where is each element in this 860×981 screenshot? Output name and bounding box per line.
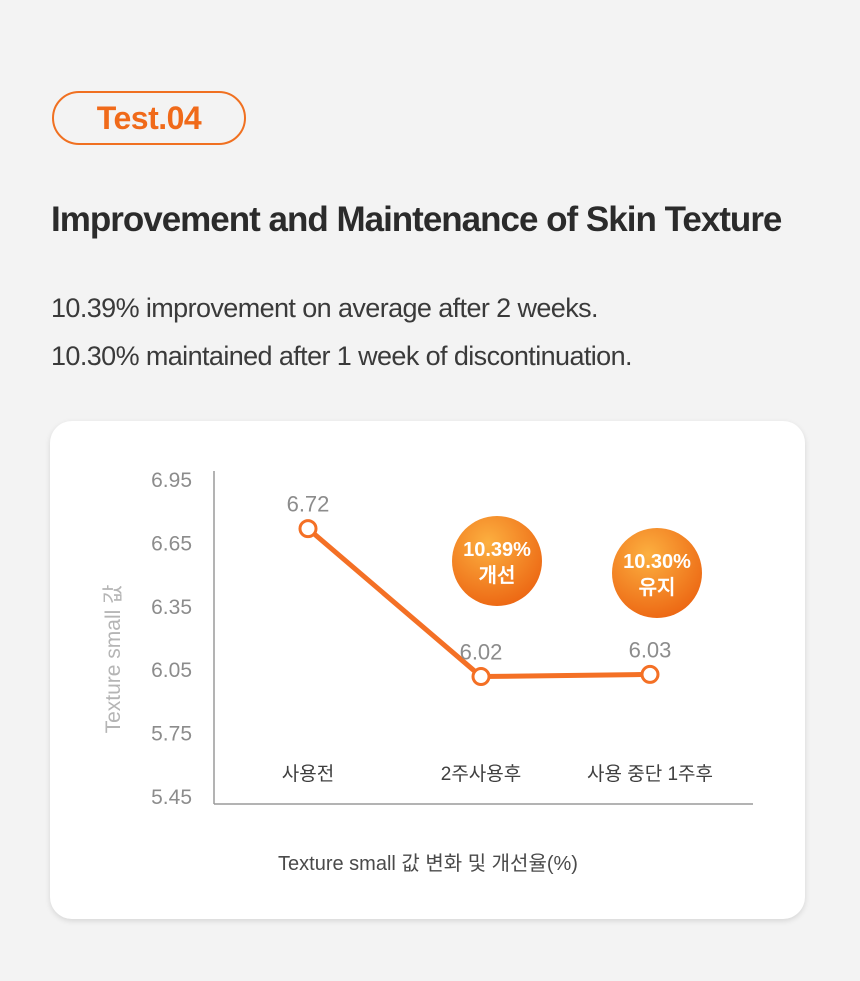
data-label: 6.72 [287,492,330,517]
line-chart: Texture small 값 Texture small 값 변화 및 개선율… [102,469,753,875]
x-tick-label: 2주사용후 [441,763,522,785]
bubble-label: 개선 [479,564,516,587]
y-tick-label: 6.65 [151,532,192,555]
data-label: 6.02 [460,640,503,665]
x-tick-label: 사용전 [282,763,334,785]
improvement-bubble [452,516,542,606]
description-line-2: 10.30% maintained after 1 week of discon… [51,341,632,371]
data-point [471,667,491,687]
description: 10.39% improvement on average after 2 we… [51,284,632,380]
test-number-badge: Test.04 [52,91,246,145]
y-tick-label: 6.95 [151,469,192,492]
y-tick-label: 5.45 [151,786,192,809]
description-line-1: 10.39% improvement on average after 2 we… [51,293,599,323]
x-tick-label: 사용 중단 1주후 [587,763,713,785]
y-axis-label: Texture small 값 [102,585,125,734]
data-point [640,664,660,684]
y-tick-label: 6.35 [151,596,192,619]
data-label: 6.03 [629,637,672,662]
y-tick-label: 5.75 [151,723,192,746]
bubble-label: 유지 [639,576,676,599]
bubble-label: 10.39% [463,539,531,561]
chart-caption: Texture small 값 변화 및 개선율(%) [278,852,578,875]
improvement-bubble [612,528,702,618]
page-title: Improvement and Maintenance of Skin Text… [51,200,782,239]
y-tick-label: 6.05 [151,659,192,682]
chart-card: Texture small 값 Texture small 값 변화 및 개선율… [50,421,805,919]
bubble-label: 10.30% [623,551,691,573]
data-point [298,519,318,539]
